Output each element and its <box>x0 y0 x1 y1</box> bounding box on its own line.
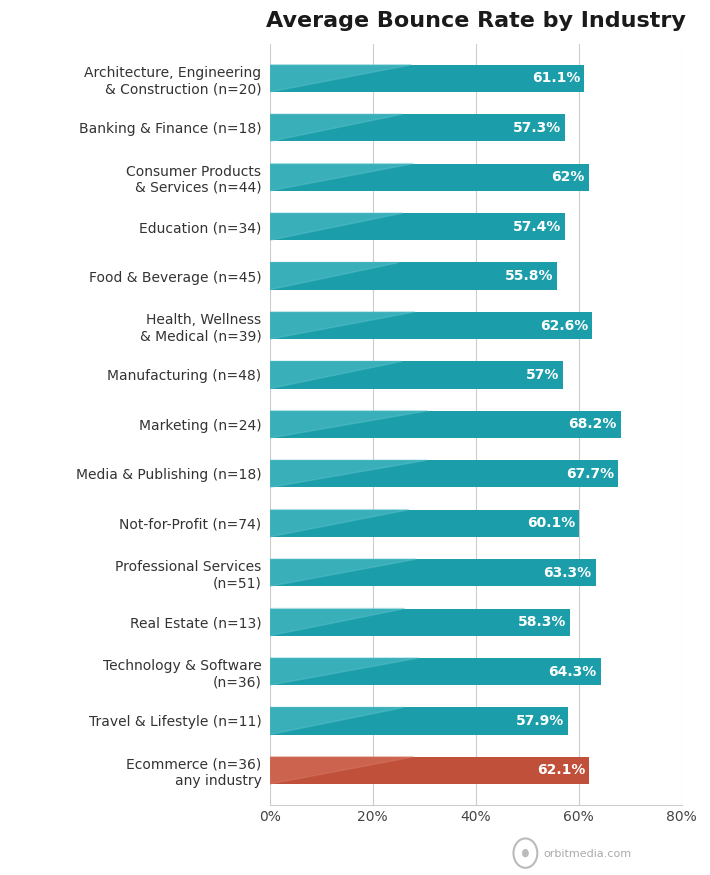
Text: 57.3%: 57.3% <box>513 121 561 135</box>
Text: 63.3%: 63.3% <box>543 565 591 579</box>
Bar <box>270 509 579 537</box>
Polygon shape <box>270 262 399 290</box>
Bar <box>270 361 563 388</box>
Text: 62.6%: 62.6% <box>540 318 588 332</box>
Polygon shape <box>270 361 402 388</box>
Text: 58.3%: 58.3% <box>518 615 566 629</box>
Polygon shape <box>270 410 428 438</box>
Text: 55.8%: 55.8% <box>504 270 553 284</box>
Polygon shape <box>270 509 409 537</box>
Text: 60.1%: 60.1% <box>527 516 575 530</box>
Bar <box>270 559 596 586</box>
Title: Average Bounce Rate by Industry: Average Bounce Rate by Industry <box>266 11 686 32</box>
Polygon shape <box>270 707 404 734</box>
Text: 62.1%: 62.1% <box>537 763 585 777</box>
Text: 62%: 62% <box>552 171 585 185</box>
Bar <box>270 213 565 241</box>
Polygon shape <box>270 213 403 241</box>
Bar <box>270 65 584 92</box>
Text: orbitmedia.com: orbitmedia.com <box>544 850 632 859</box>
Polygon shape <box>270 608 405 636</box>
Text: 67.7%: 67.7% <box>566 466 614 480</box>
Bar <box>270 410 621 438</box>
Polygon shape <box>270 559 417 586</box>
Bar <box>270 658 601 685</box>
Text: 68.2%: 68.2% <box>569 417 617 431</box>
Text: 57%: 57% <box>525 368 559 382</box>
Bar <box>270 312 592 340</box>
Text: 64.3%: 64.3% <box>548 664 596 678</box>
Polygon shape <box>270 757 414 784</box>
Polygon shape <box>270 164 413 191</box>
Text: 57.9%: 57.9% <box>515 714 564 728</box>
Bar <box>270 115 564 142</box>
Bar <box>270 164 589 191</box>
Polygon shape <box>270 115 403 142</box>
Bar <box>270 757 589 784</box>
Bar <box>270 262 557 290</box>
Circle shape <box>522 849 529 858</box>
Text: 61.1%: 61.1% <box>532 72 580 86</box>
Polygon shape <box>270 312 415 340</box>
Bar <box>270 460 618 487</box>
Polygon shape <box>270 658 419 685</box>
Bar <box>270 707 568 734</box>
Text: 57.4%: 57.4% <box>513 220 561 234</box>
Polygon shape <box>270 65 411 92</box>
Polygon shape <box>270 460 427 487</box>
Bar <box>270 608 570 636</box>
